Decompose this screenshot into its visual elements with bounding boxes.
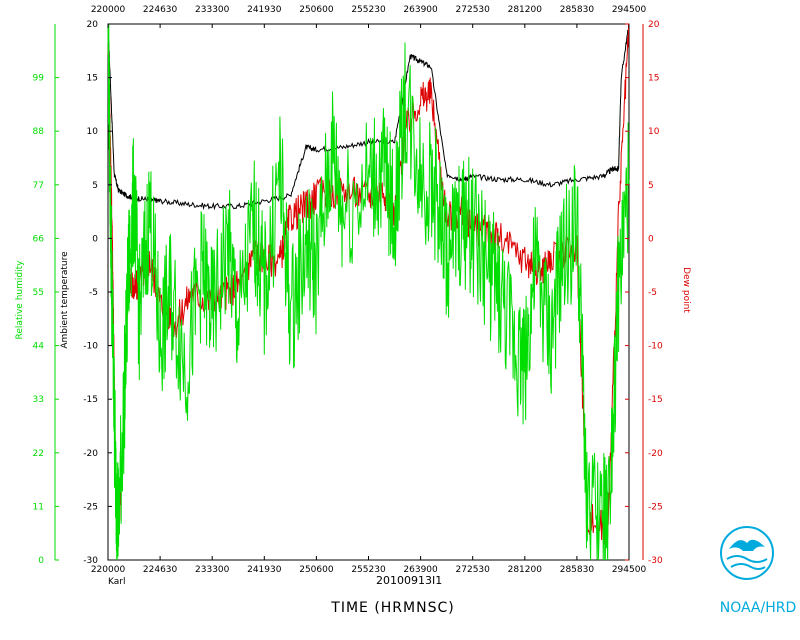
x-tick-label-top: 241930 [247,5,282,15]
dew-tick-label: 5 [648,181,654,191]
dew-tick-label: 0 [648,234,654,244]
rh-tick-label: 77 [33,181,44,191]
noaa-bird-icon [729,539,765,551]
series-dew-line [107,23,630,546]
x-tick-label-bottom: 224630 [143,565,178,575]
flight-id-label: 20100913I1 [376,574,442,587]
x-tick-label-bottom: 285830 [560,565,595,575]
noaa-logo [720,526,774,580]
dew-axis-label: Dew point [681,267,691,313]
series-temp-line [107,23,630,211]
temp-tick-label: -5 [89,288,98,298]
x-tick-label-top: 281200 [508,5,543,15]
rh-tick-label: 88 [33,127,45,137]
ticks-layer: 220000 220000 224630 224630 233300 233300 2419… [33,5,663,575]
dew-tick-label: -10 [648,342,663,352]
rh-tick-label: 22 [33,449,44,459]
temp-tick-label: 10 [87,127,99,137]
dew-tick-label: -5 [648,288,657,298]
labels-layer: Relative humidity Ambient temperature De… [15,251,691,616]
x-tick-label-bottom: 263900 [403,565,438,575]
x-tick-label-top: 294500 [612,5,647,15]
x-tick-label-top: 263900 [403,5,438,15]
rh-tick-label: 0 [38,556,44,566]
x-tick-label-bottom: 294500 [612,565,647,575]
noaa-logo-ring [720,526,774,580]
storm-label: Karl [108,577,125,587]
series-layer [107,23,630,561]
x-tick-label-top: 285830 [560,5,595,15]
temp-axis-label: Ambient temperature [60,251,70,349]
credit-label: NOAA/HRD [720,600,797,616]
temp-tick-label: -15 [83,395,98,405]
x-tick-label-top: 250600 [299,5,334,15]
rh-tick-label: 44 [33,342,45,352]
x-tick-label-top: 224630 [143,5,178,15]
temp-tick-label: -10 [83,342,98,352]
temp-tick-label: 15 [87,74,98,84]
x-tick-label-top: 255230 [351,5,386,15]
x-tick-label-top: 233300 [195,5,230,15]
x-tick-label-top: 220000 [91,5,126,15]
x-tick-label-bottom: 233300 [195,565,230,575]
x-tick-label-top: 272530 [456,5,491,15]
dew-tick-label: -25 [648,502,663,512]
temp-tick-label: -30 [83,556,98,566]
rh-tick-label: 99 [33,74,45,84]
temp-tick-label: 5 [92,181,98,191]
x-tick-label-bottom: 220000 [91,565,126,575]
temp-tick-label: 20 [87,20,99,30]
rh-tick-label: 11 [33,502,44,512]
rh-tick-label: 33 [33,395,44,405]
temp-tick-label: 0 [92,234,98,244]
noaa-wave-icon [726,555,768,563]
dew-tick-label: -15 [648,395,663,405]
dew-tick-label: 15 [648,74,659,84]
dew-tick-label: 10 [648,127,660,137]
dew-tick-label: -20 [648,449,663,459]
dew-tick-label: 20 [648,20,660,30]
rh-axis-label: Relative humidity [15,260,25,340]
dew-tick-label: -30 [648,556,663,566]
x-axis-title: TIME (HRMNSC) [330,600,454,616]
rh-tick-label: 66 [33,234,45,244]
x-tick-label-bottom: 272530 [456,565,491,575]
noaa-wave-icon-2 [730,563,766,570]
x-tick-label-bottom: 241930 [247,565,282,575]
x-tick-label-bottom: 250600 [299,565,334,575]
temp-tick-label: -25 [83,502,98,512]
x-tick-label-bottom: 281200 [508,565,543,575]
rh-tick-label: 55 [33,288,44,298]
x-tick-label-bottom: 255230 [351,565,386,575]
temp-tick-label: -20 [83,449,98,459]
series-rh-line [107,23,630,561]
